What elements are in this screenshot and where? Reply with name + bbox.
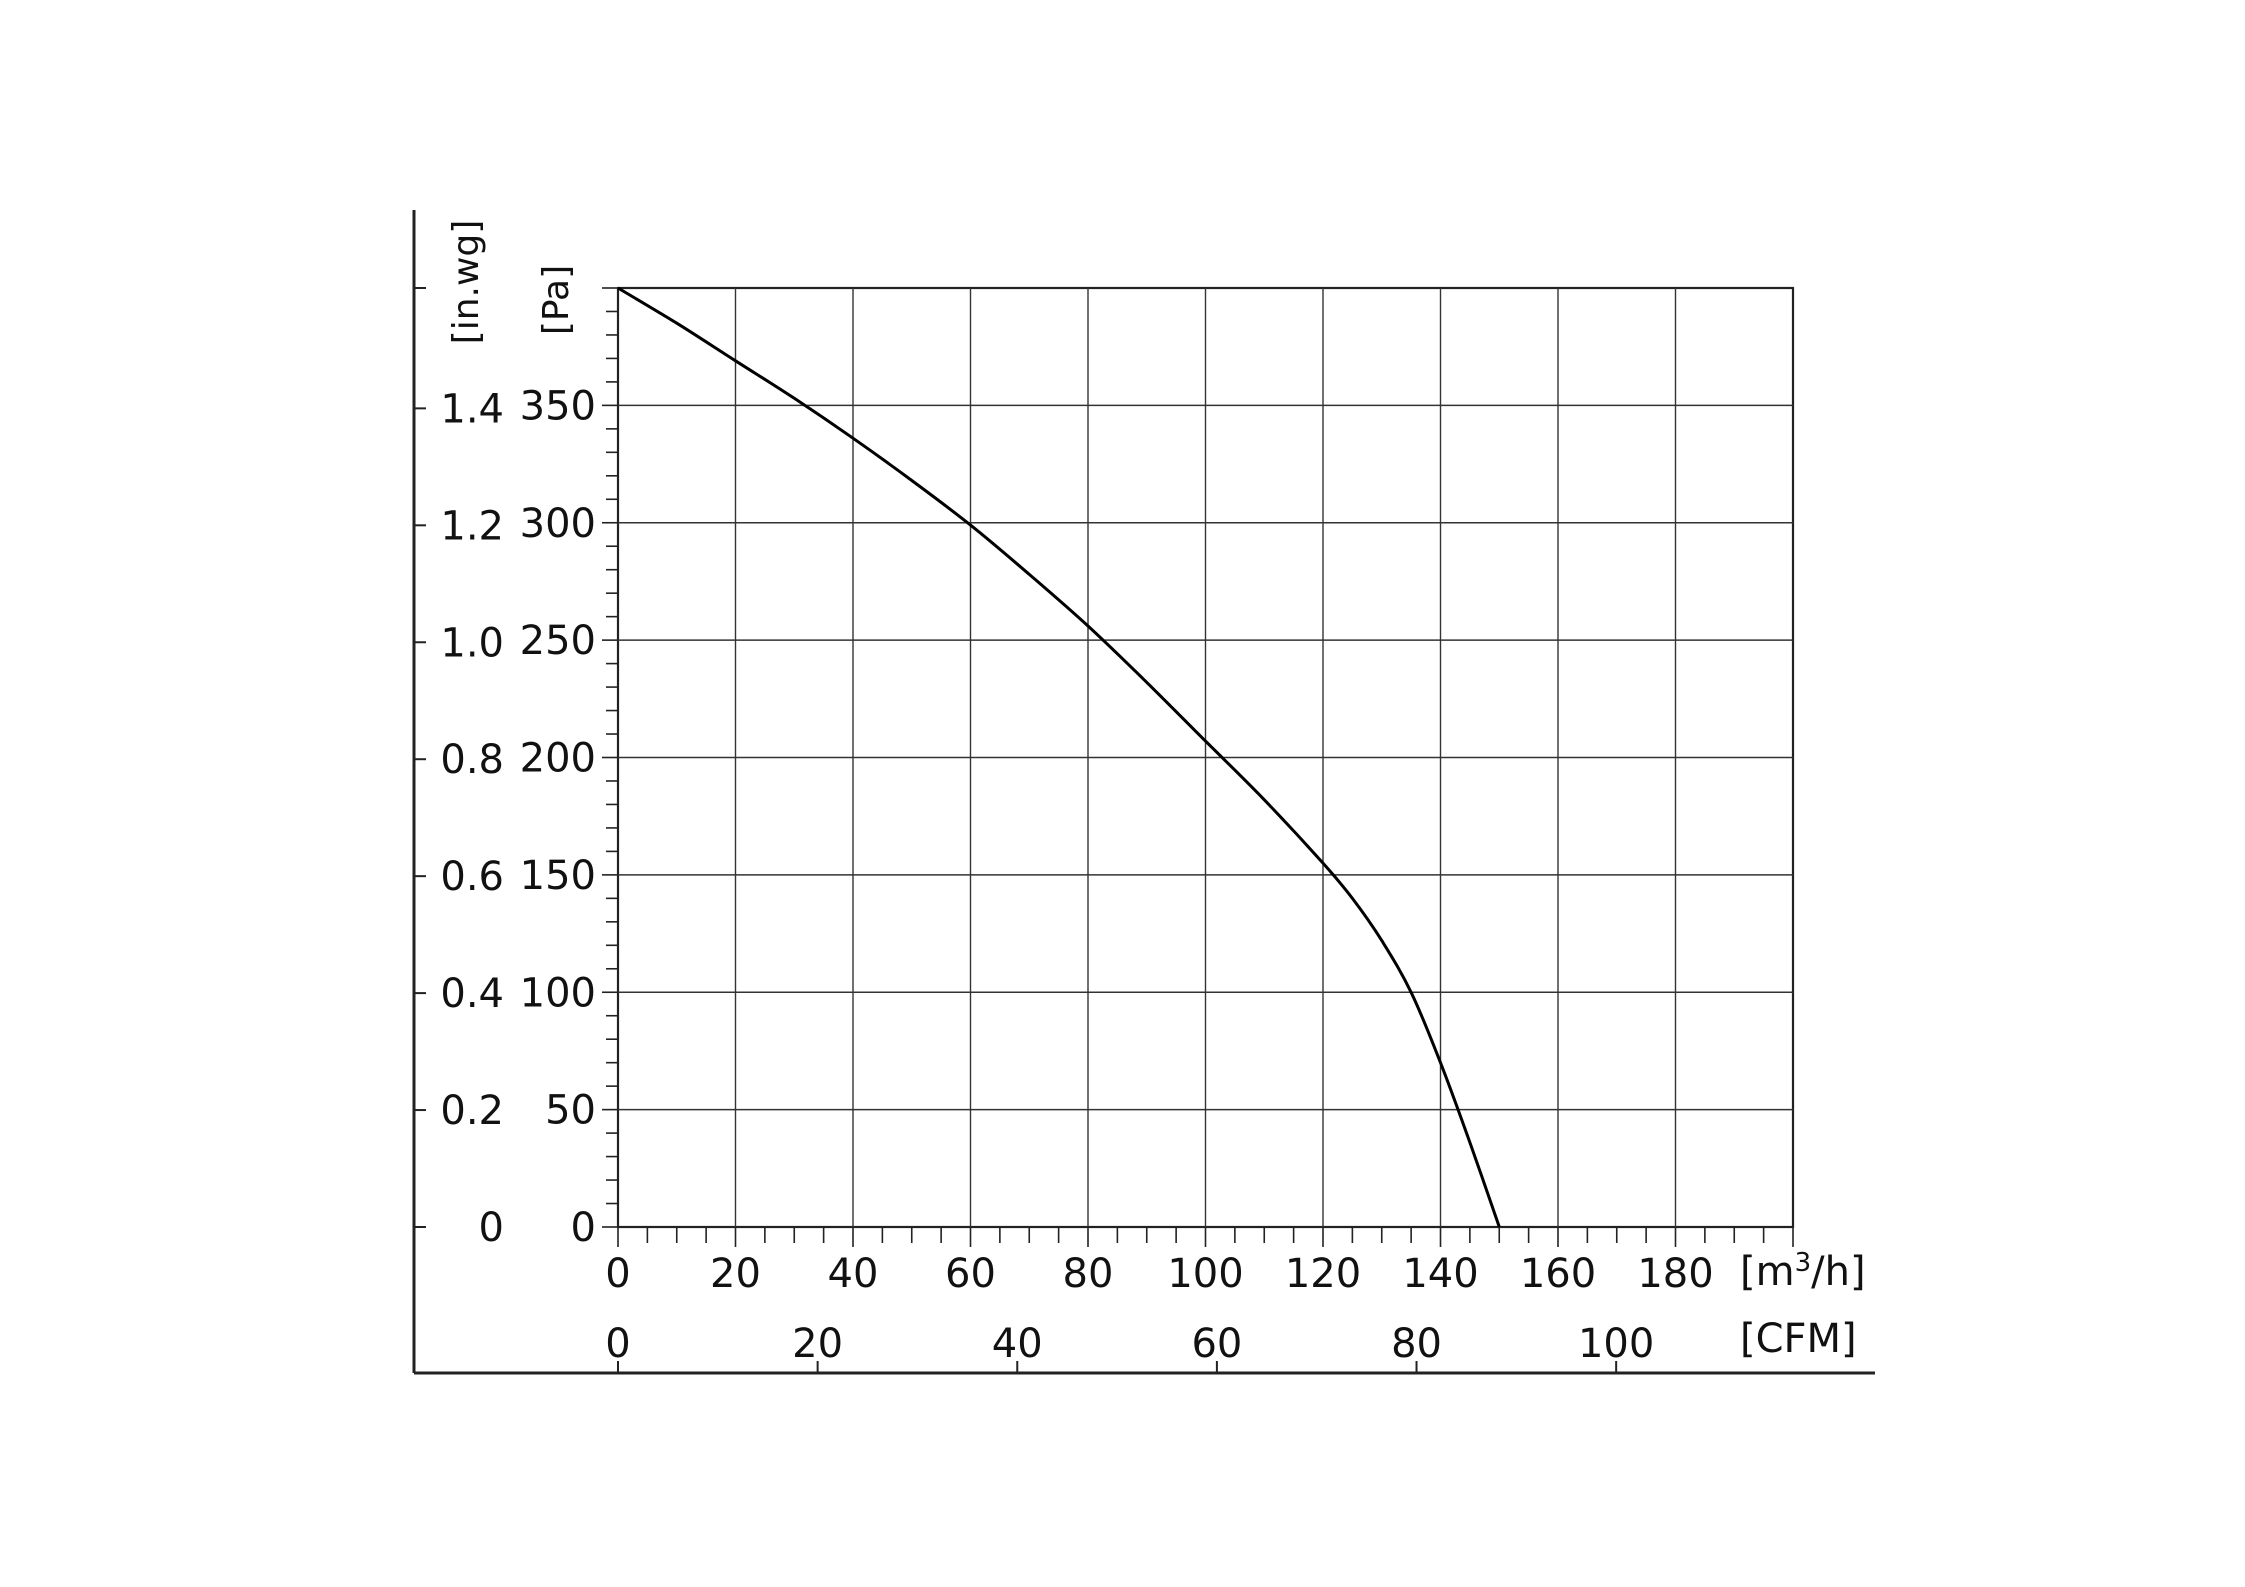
secondary-x-tick-label: 0 xyxy=(605,1321,630,1367)
x-tick-label: 40 xyxy=(828,1251,879,1297)
y-tick-label: 250 xyxy=(520,618,596,664)
x-tick-label: 0 xyxy=(605,1251,630,1297)
secondary-x-tick-label: 40 xyxy=(992,1321,1043,1367)
x-tick-label: 160 xyxy=(1520,1251,1596,1297)
y-tick-label: 150 xyxy=(520,853,596,899)
secondary-x-axis-unit: [CFM] xyxy=(1740,1316,1857,1362)
y-tick-label: 100 xyxy=(520,970,596,1016)
secondary-y-tick-label: 1.0 xyxy=(440,620,504,666)
y-axis-unit: [Pa] xyxy=(536,265,577,335)
grid-lines xyxy=(618,288,1793,1227)
y-tick-label: 50 xyxy=(545,1088,596,1134)
secondary-y-tick-label: 0.6 xyxy=(440,854,504,900)
x-tick-label: 100 xyxy=(1167,1251,1243,1297)
x-tick-label: 120 xyxy=(1285,1251,1361,1297)
tick-labels: 0 20 40 60 80 100 120 140 160 180 0 20 40 60 80 100 0 50 1… xyxy=(440,383,1713,1367)
secondary-y-tick-label: 0.2 xyxy=(440,1088,504,1134)
series-layer xyxy=(617,286,1501,1228)
secondary-y-tick-label: 0 xyxy=(479,1205,504,1251)
secondary-x-tick-label: 20 xyxy=(792,1321,843,1367)
secondary-x-tick-label: 80 xyxy=(1391,1321,1442,1367)
chart-frame xyxy=(412,210,1875,1375)
secondary-x-tick-label: 60 xyxy=(1191,1321,1242,1367)
y-tick-label: 300 xyxy=(520,501,596,547)
x-tick-label: 80 xyxy=(1063,1251,1114,1297)
secondary-y-tick-label: 0.8 xyxy=(440,737,504,783)
x-tick-label: 20 xyxy=(710,1251,761,1297)
y-tick-label: 350 xyxy=(520,383,596,429)
x-tick-label: 60 xyxy=(945,1251,996,1297)
series-line xyxy=(617,286,1501,1228)
x-tick-label: 180 xyxy=(1637,1251,1713,1297)
secondary-y-axis-unit: [in.wg] xyxy=(446,220,487,345)
x-axis-unit: [m3/h] xyxy=(1740,1248,1866,1295)
axis-ticks xyxy=(414,287,1794,1373)
y-tick-label: 0 xyxy=(571,1205,596,1251)
secondary-x-tick-label: 100 xyxy=(1578,1321,1654,1367)
x-tick-label: 140 xyxy=(1402,1251,1478,1297)
secondary-y-tick-label: 1.2 xyxy=(440,503,504,549)
secondary-y-tick-label: 1.4 xyxy=(440,386,504,432)
secondary-y-tick-label: 0.4 xyxy=(440,971,504,1017)
y-tick-label: 200 xyxy=(520,736,596,782)
